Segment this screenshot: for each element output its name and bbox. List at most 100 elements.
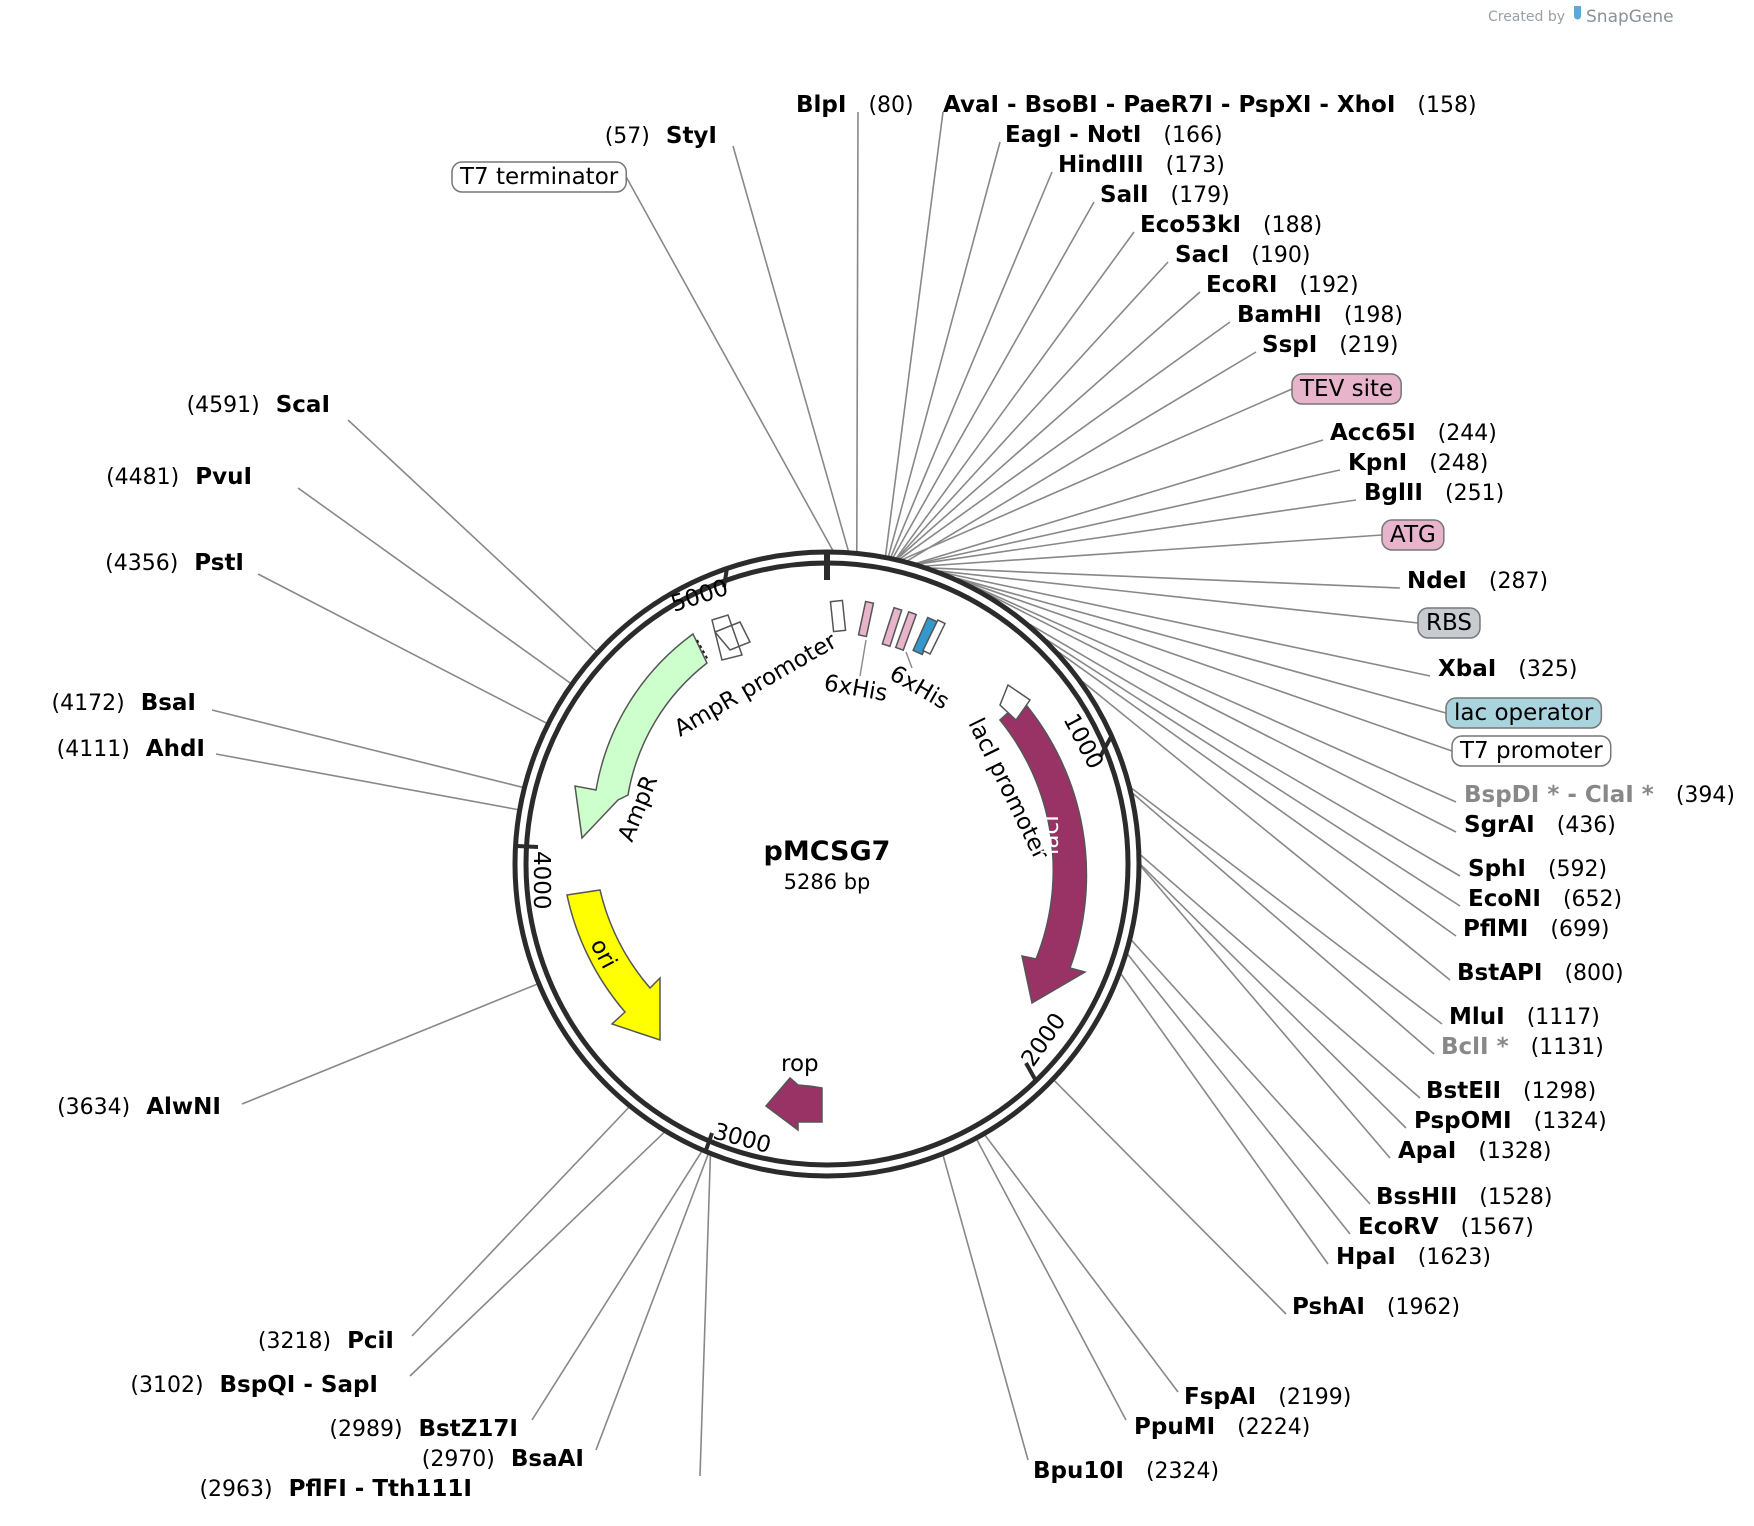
label-box-tev-site: TEV site	[1291, 373, 1402, 405]
site-kpni: KpnI (248)	[1348, 450, 1488, 476]
site-bsteii: BstEII (1298)	[1426, 1078, 1596, 1104]
site-lead-sali	[892, 201, 1095, 558]
site-ndei: NdeI (287)	[1407, 568, 1548, 594]
plasmid-name: pMCSG7	[764, 836, 891, 867]
site-lead-acc65i	[916, 439, 1324, 564]
site-pvui: PvuI (4481)	[106, 464, 252, 490]
site-lead-pspomi	[1140, 864, 1407, 1129]
label-box-lead-lac-operator	[957, 577, 1447, 714]
label-box-lead-t7-promoter	[960, 579, 1453, 752]
site-name: SacI	[1175, 242, 1229, 268]
site-lead-kpni	[918, 469, 1341, 565]
site-lead-bspdi-clai	[968, 583, 1457, 803]
site-name: PshAI	[1292, 1294, 1365, 1320]
site-lead-alwni	[241, 983, 538, 1105]
site-apai: ApaI (1328)	[1398, 1138, 1552, 1164]
site-name: BssHII	[1376, 1184, 1457, 1210]
leader-lines	[211, 111, 1461, 1477]
site-position: (198)	[1344, 303, 1403, 328]
site-lead-bspqi-sapi	[409, 1131, 665, 1377]
site-bglii: BglII (251)	[1364, 480, 1504, 506]
site-position: (1962)	[1387, 1295, 1460, 1320]
label-box-atg: ATG	[1381, 519, 1445, 551]
site-lead-styi	[732, 145, 850, 551]
his1-lead	[859, 639, 867, 677]
label-box-text: T7 terminator	[459, 164, 619, 190]
site-position: (1567)	[1461, 1215, 1534, 1240]
site-acc65i: Acc65I (244)	[1330, 420, 1497, 446]
tick-2000	[1024, 1062, 1038, 1082]
label-box-t7-terminator: T7 terminator	[451, 161, 627, 193]
label-box-lead-tev-site	[902, 388, 1293, 561]
site-name: PstI	[194, 550, 244, 576]
site-position: (3102)	[130, 1373, 203, 1398]
site-sgrai: SgrAI (436)	[1464, 812, 1616, 838]
site-position: (3218)	[258, 1329, 331, 1354]
laci-label: lacI	[1038, 815, 1064, 855]
label-box-rect	[1291, 373, 1402, 405]
site-name: Bpu10I	[1033, 1458, 1124, 1484]
site-position: (3634)	[57, 1095, 130, 1120]
site-name: BsaI	[141, 690, 196, 716]
site-name: BstZ17I	[419, 1416, 518, 1442]
site-position: (4356)	[105, 551, 178, 576]
site-position: (1298)	[1523, 1079, 1596, 1104]
his1-label: 6xHis	[822, 670, 889, 707]
tick-label-4000: 4000	[528, 851, 554, 910]
site-position: (287)	[1489, 569, 1548, 594]
site-position: (4481)	[106, 465, 179, 490]
site-sali: SalI (179)	[1100, 182, 1230, 208]
his2-label: 6xHis	[885, 661, 953, 715]
ampr-arrow	[574, 632, 708, 840]
label-box-text: lac operator	[1454, 700, 1594, 726]
site-scai: ScaI (4591)	[187, 392, 330, 418]
feature-label-boxes: T7 terminator TEV site ATG RBS lac operator T…	[451, 161, 1612, 767]
t7-promoter-feature	[921, 618, 947, 656]
site-mlui: MluI (1117)	[1449, 1004, 1600, 1030]
site-bstz17i: BstZ17I (2989)	[329, 1416, 518, 1442]
site-bcli: BclI * (1131)	[1441, 1034, 1604, 1060]
site-ecori: EcoRI (192)	[1206, 272, 1359, 298]
site-lead-apai	[1140, 865, 1391, 1159]
site-lead-pshai	[1053, 1080, 1287, 1315]
site-name: EcoRI	[1206, 272, 1277, 298]
site-lead-hpai	[1120, 973, 1329, 1265]
tev-feature	[881, 606, 903, 648]
label-box-lead-t7-terminator	[625, 176, 834, 551]
label-box-rect	[1381, 519, 1445, 551]
site-lead-fspai	[984, 1134, 1179, 1393]
site-name: BsaAI	[511, 1446, 584, 1472]
site-position: (1324)	[1534, 1109, 1607, 1134]
site-lead-bsshii	[1131, 939, 1371, 1205]
t7-terminator-feature	[829, 599, 847, 633]
label-box-lac-operator: lac operator	[1445, 697, 1603, 729]
site-position: (699)	[1550, 917, 1609, 942]
site-eco53ki: Eco53kI (188)	[1140, 212, 1322, 238]
site-position: (4172)	[52, 691, 125, 716]
site-econi: EcoNI (652)	[1468, 886, 1622, 912]
site-position: (248)	[1429, 451, 1488, 476]
site-sphi: SphI (592)	[1468, 856, 1607, 882]
site-name: Acc65I	[1330, 420, 1416, 446]
site-lead-ecori	[897, 291, 1201, 559]
site-bamhi: BamHI (198)	[1237, 302, 1403, 328]
site-hindiii: HindIII (173)	[1058, 152, 1225, 178]
label-box-text: TEV site	[1299, 376, 1393, 402]
site-lead-bpu10i	[942, 1155, 1029, 1461]
site-position: (2324)	[1146, 1459, 1219, 1484]
site-pflfi-tth111i: PflFI - Tth111I (2963)	[199, 1476, 472, 1502]
plasmid-size: 5286 bp	[784, 870, 871, 894]
site-position: (592)	[1548, 857, 1607, 882]
site-lead-sspi	[907, 351, 1257, 562]
site-bspqi-sapi: BspQI - SapI (3102)	[130, 1372, 378, 1398]
site-position: (1623)	[1418, 1245, 1491, 1270]
site-lead-bcli	[1132, 792, 1435, 1055]
site-lead-hindiii	[890, 171, 1053, 557]
site-styi: StyI (57)	[605, 123, 717, 149]
site-position: (1131)	[1531, 1035, 1604, 1060]
site-name: Eco53kI	[1140, 212, 1241, 238]
site-name: SalI	[1100, 182, 1149, 208]
site-pspomi: PspOMI (1324)	[1414, 1108, 1607, 1134]
site-name: SgrAI	[1464, 812, 1535, 838]
credit-brand: SnapGene	[1586, 7, 1674, 27]
